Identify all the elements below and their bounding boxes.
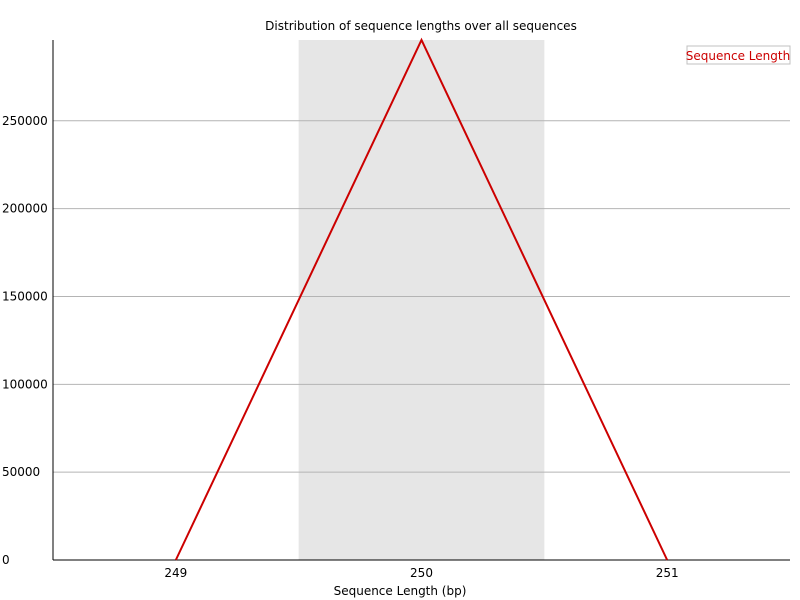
gridlines — [53, 120, 790, 473]
series-layer — [174, 37, 669, 561]
y-tick-label: 150000 — [2, 289, 48, 303]
y-tick-label: 0 — [2, 553, 10, 567]
x-tick-label: 251 — [656, 566, 679, 580]
legend-label: Sequence Length — [686, 49, 790, 63]
x-axis-label: Sequence Length (bp) — [334, 584, 467, 598]
y-tick-label: 100000 — [2, 377, 48, 391]
x-tick-label: 250 — [410, 566, 433, 580]
legend: Sequence Length — [686, 45, 791, 65]
y-tick-label: 50000 — [2, 465, 40, 479]
y-tick-label: 250000 — [2, 114, 48, 128]
chart-title: Distribution of sequence lengths over al… — [265, 19, 577, 33]
highlight-band-layer — [298, 40, 545, 560]
tick-labels: 0 50000 100000 150000 200000 250000 249 250 251 — [2, 114, 679, 580]
legend-box — [686, 45, 791, 65]
highlight-band — [298, 40, 545, 560]
x-tick-label: 249 — [164, 566, 187, 580]
y-tick-label: 200000 — [2, 202, 48, 216]
